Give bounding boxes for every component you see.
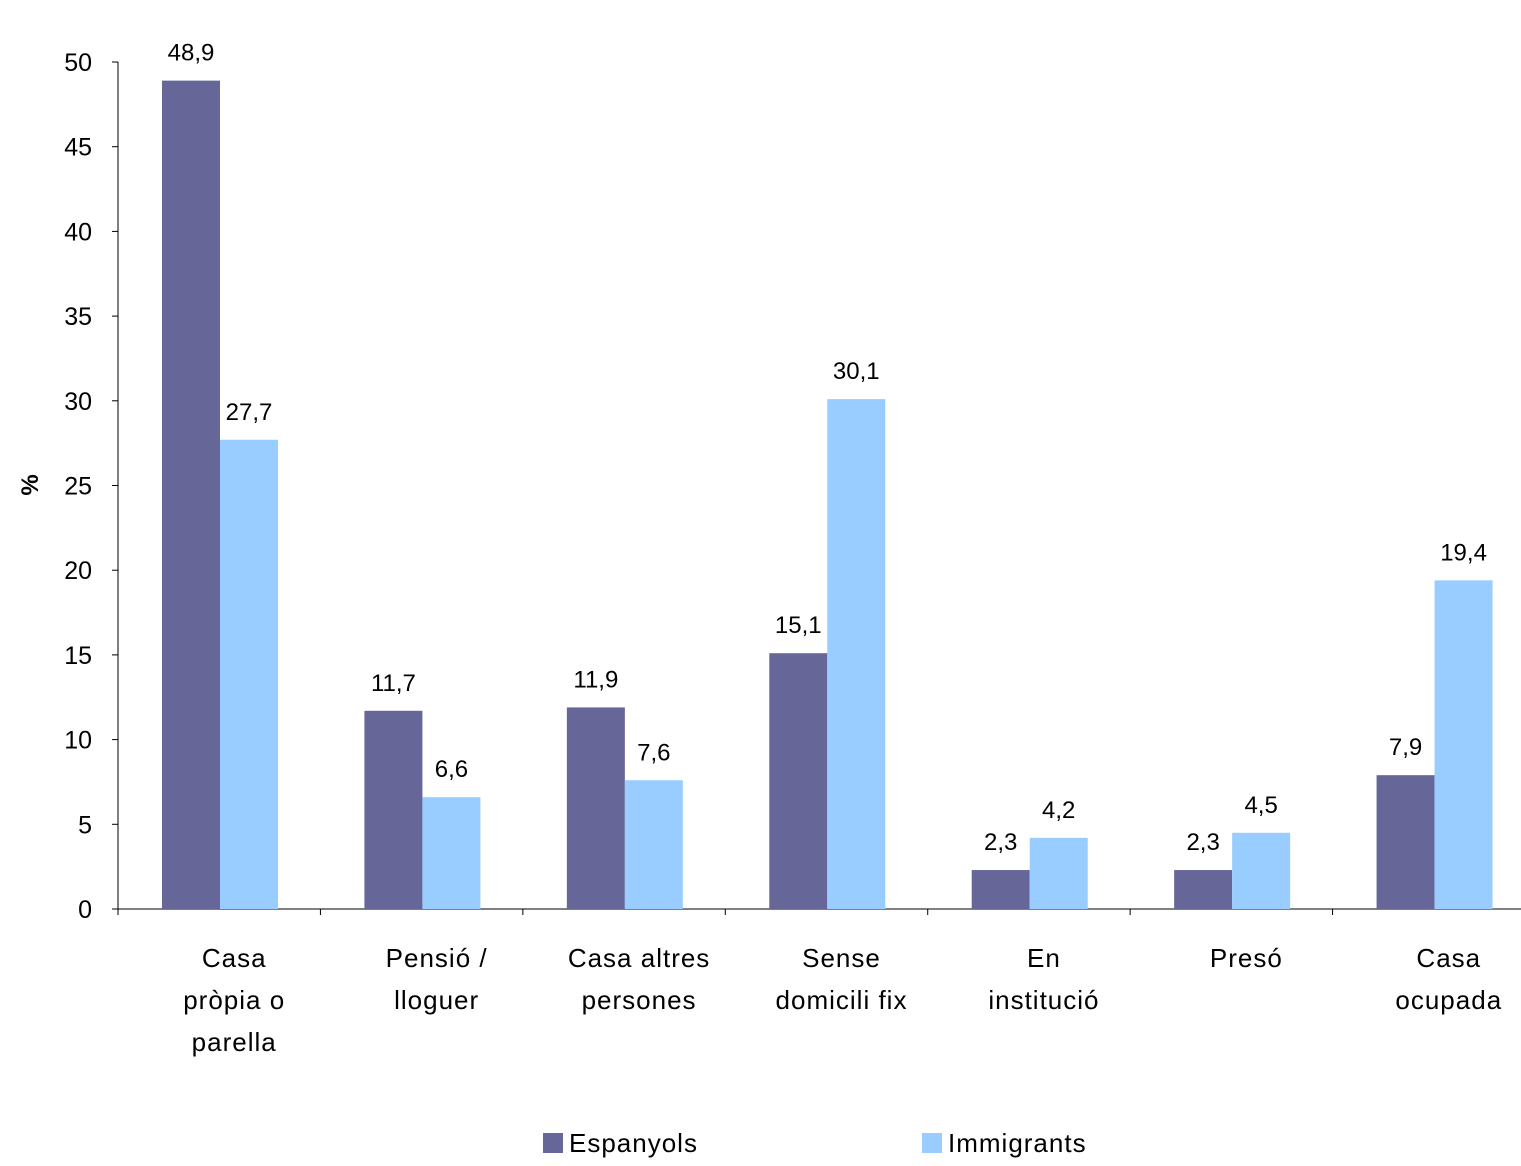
bar: [1174, 870, 1233, 909]
y-tick-label: 25: [64, 473, 92, 501]
data-label: 19,4: [1440, 539, 1487, 566]
y-tick-label: 20: [64, 557, 92, 585]
x-category-label: ocupada: [1395, 985, 1502, 1015]
legend-swatch: [922, 1133, 942, 1153]
legend-label: Immigrants: [948, 1128, 1087, 1158]
x-category-label: Pensió /: [386, 943, 488, 973]
bar: [422, 797, 481, 909]
bar: [971, 870, 1030, 909]
y-tick-label: 10: [64, 727, 92, 755]
bar: [769, 653, 828, 909]
bar: [624, 780, 683, 909]
data-label: 2,3: [984, 829, 1017, 856]
data-label: 11,7: [371, 670, 416, 697]
y-tick-label: 0: [78, 896, 92, 924]
y-tick-label: 40: [64, 218, 92, 246]
x-category-label: En: [1027, 943, 1061, 973]
y-tick-label: 15: [64, 642, 92, 670]
x-category-label: persones: [582, 985, 697, 1015]
legend-swatch: [543, 1133, 563, 1153]
y-tick-label: 35: [64, 303, 92, 331]
data-label: 27,7: [226, 399, 273, 426]
bar: [364, 710, 423, 909]
bar: [827, 399, 886, 909]
y-tick-label: 5: [78, 811, 92, 839]
data-label: 2,3: [1186, 829, 1219, 856]
data-label: 6,6: [435, 756, 468, 783]
x-category-label: institució: [988, 985, 1099, 1015]
bar: [566, 707, 625, 909]
x-category-label: domicili fix: [776, 985, 908, 1015]
data-label: 4,2: [1042, 797, 1075, 824]
y-tick-label: 30: [64, 388, 92, 416]
x-category-label: pròpia o: [183, 985, 285, 1015]
y-tick-label: 45: [64, 134, 92, 162]
x-category-label: parella: [192, 1027, 277, 1057]
x-category-label: Casa: [202, 943, 267, 973]
x-category-label: Casa: [1416, 943, 1481, 973]
x-category-label: Casa altres: [568, 943, 711, 973]
data-label: 48,9: [168, 40, 215, 67]
y-axis-title: %: [17, 474, 44, 495]
bar: [1232, 832, 1291, 909]
data-label: 15,1: [775, 612, 822, 639]
x-category-label: lloguer: [394, 985, 479, 1015]
data-label: 7,9: [1389, 734, 1422, 761]
x-category-label: Presó: [1210, 943, 1283, 973]
y-tick-label: 50: [64, 49, 92, 77]
bar: [1376, 775, 1435, 909]
bar: [220, 439, 278, 909]
bar: [1029, 837, 1088, 909]
data-label: 7,6: [637, 739, 670, 766]
bar: [162, 80, 220, 909]
x-category-label: Sense: [802, 943, 881, 973]
legend-label: Espanyols: [569, 1128, 698, 1158]
bar: [1434, 580, 1493, 909]
data-label: 4,5: [1244, 792, 1277, 819]
data-label: 30,1: [833, 358, 880, 385]
data-label: 11,9: [573, 666, 618, 693]
